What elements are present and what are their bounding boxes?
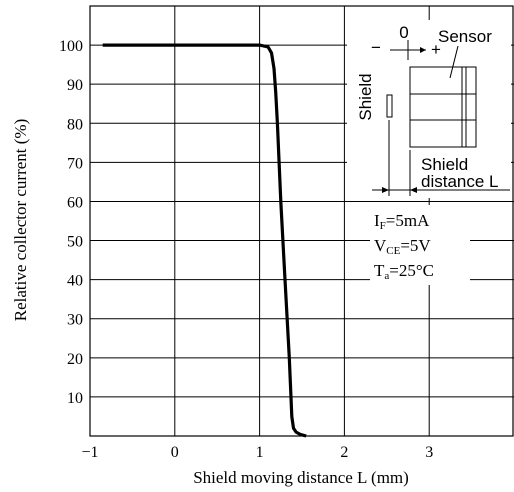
inset-zero-label: 0	[399, 23, 408, 42]
y-tick-label: 100	[59, 38, 83, 55]
y-tick-label: 70	[67, 155, 83, 172]
y-tick-label: 90	[67, 77, 83, 94]
inset-sensor-leader	[449, 45, 459, 79]
inset-minus-label: −	[371, 38, 381, 57]
y-tick-label: 30	[67, 312, 83, 329]
y-axis-label: Relative collector current (%)	[11, 119, 30, 321]
inset-shield-distance-label-1: Shield	[421, 155, 468, 174]
condition-if: IF=5mA	[374, 211, 430, 232]
y-tick-label: 80	[67, 116, 83, 133]
x-tick-labels: −1 0 1 2 3	[81, 444, 433, 461]
condition-vce: VCE=5V	[374, 236, 431, 257]
inset-plus-label: +	[431, 40, 441, 59]
x-tick-label: 2	[340, 444, 348, 461]
inset-shield-label: Shield	[356, 73, 375, 120]
y-tick-labels: 10 20 30 40 50 60 70 80 90 100	[59, 38, 83, 407]
x-tick-label: −1	[81, 444, 98, 461]
conditions: IF=5mA VCE=5V Ta=25°C	[370, 205, 470, 285]
y-tick-label: 20	[67, 351, 83, 368]
y-tick-label: 50	[67, 234, 83, 251]
sensor-body	[409, 66, 477, 148]
x-tick-label: 1	[256, 444, 264, 461]
data-line	[102, 43, 307, 438]
inset-sensor-label: Sensor	[438, 27, 492, 46]
x-axis-label: Shield moving distance L (mm)	[193, 468, 409, 487]
distance-arrow-left	[382, 187, 389, 193]
shield-plate	[386, 94, 393, 118]
y-tick-label: 40	[67, 273, 83, 290]
inset-background	[347, 20, 511, 198]
y-tick-label: 10	[67, 390, 83, 407]
distance-arrow-right	[410, 187, 417, 193]
condition-ta: Ta=25°C	[374, 261, 434, 282]
x-tick-label: 0	[171, 444, 179, 461]
conditions-background	[370, 205, 470, 285]
x-tick-label: 3	[425, 444, 433, 461]
inset-shield-distance-label-2: distance L	[421, 172, 499, 191]
inset-arrowhead	[420, 47, 426, 53]
sensor-diagram: 0 − + Sensor Shield Shield distance L	[347, 20, 511, 198]
y-tick-label: 60	[67, 194, 83, 211]
